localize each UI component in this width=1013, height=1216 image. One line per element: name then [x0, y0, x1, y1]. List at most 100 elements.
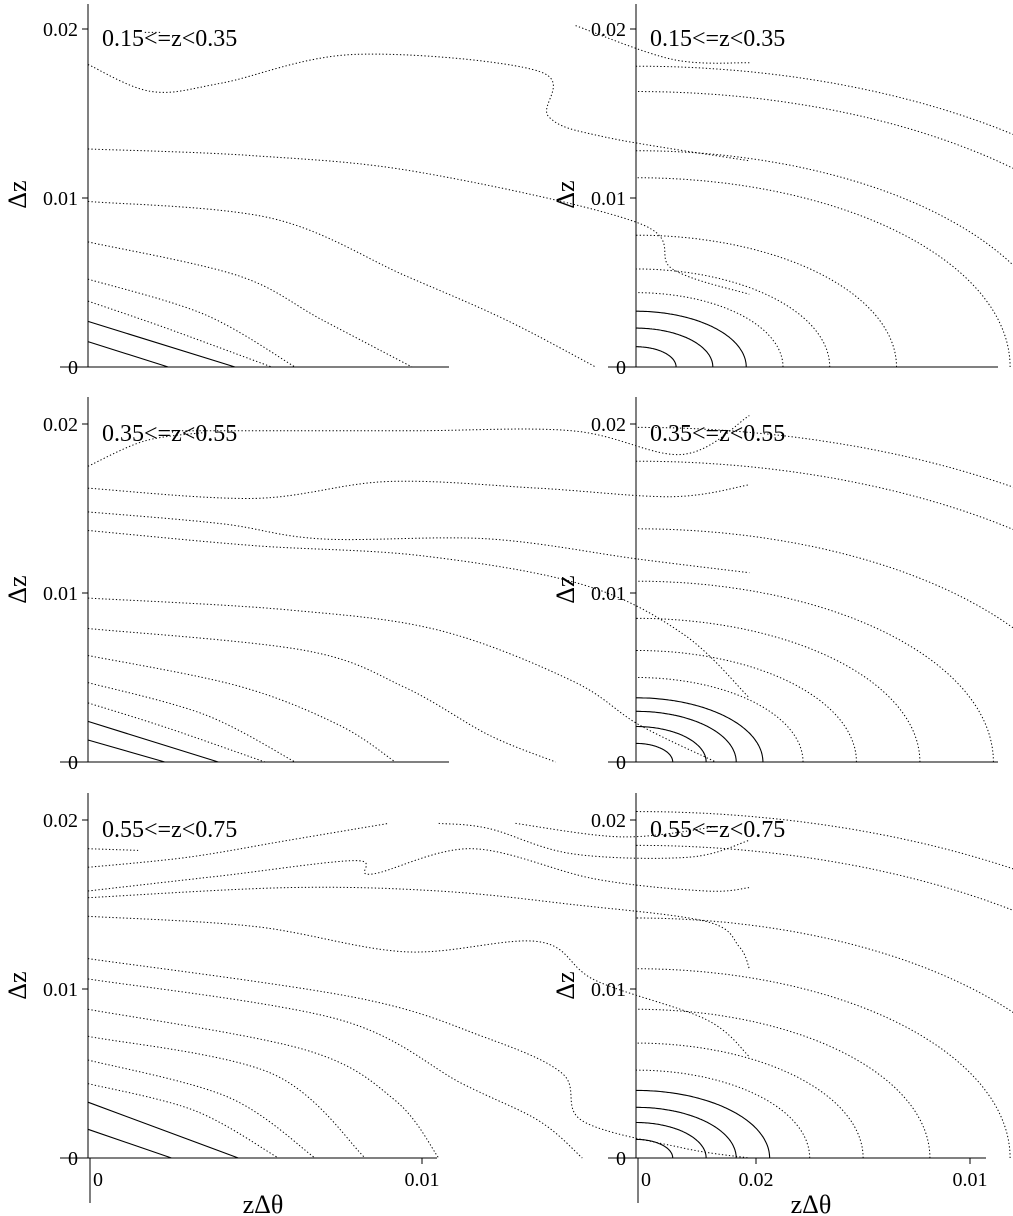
y-tick-label: 0.01: [43, 188, 78, 210]
contour-line: [171, 415, 750, 456]
contour-panel-6: 0 0.01 0.02 0 0.01 0.02 Δz zΔθ 0.55<=z<0.75: [551, 793, 1013, 1216]
contour-line: [635, 811, 1013, 870]
contour-line: [87, 530, 750, 699]
y-tick-label: 0.01: [591, 979, 626, 1001]
contour-line: [636, 742, 674, 762]
contour-panel-4: 0 0.01 0.02 Δz 0.35<=z<0.55: [551, 397, 1013, 774]
contour-line: [87, 682, 296, 763]
contour-line: [438, 822, 750, 859]
y-axis-label: Δz: [3, 575, 32, 603]
contour-line: [87, 1035, 366, 1159]
contour-line: [87, 915, 750, 1057]
contour-panel-2: 0 0.01 0.02 Δz 0.15<=z<0.35: [551, 4, 1013, 379]
y-tick-label: 0.01: [591, 583, 626, 605]
contour-line: [87, 431, 205, 467]
x-tick-label: 0: [93, 1169, 103, 1191]
contour-line: [636, 1138, 674, 1158]
x-tick-label: 0.02: [739, 1169, 774, 1191]
contour-line: [87, 739, 165, 763]
x-tick-label: 0: [641, 1169, 651, 1191]
contour-line: [87, 597, 717, 763]
x-tick-label: 0.01: [953, 1169, 988, 1191]
contour-line: [87, 320, 236, 368]
contour-line: [87, 1128, 172, 1159]
y-tick-label: 0.01: [591, 188, 626, 210]
y-tick-label: 0: [616, 357, 626, 379]
contour-line: [635, 1069, 811, 1159]
contour-line: [635, 177, 1011, 368]
contour-line: [636, 617, 921, 763]
contour-line: [515, 822, 716, 838]
contour-line: [87, 341, 169, 368]
contour-line: [87, 628, 556, 763]
contour-line: [635, 426, 1013, 488]
contour-line: [635, 65, 1013, 135]
redshift-range-annotation: 0.35<=z<0.55: [102, 421, 237, 447]
contour-line: [87, 53, 750, 162]
contour-line: [575, 25, 750, 64]
contour-line: [636, 1121, 707, 1159]
y-axis-label: Δz: [551, 180, 580, 208]
contour-line: [635, 91, 1013, 169]
contour-line: [87, 978, 583, 1159]
y-axis-label: Δz: [3, 180, 32, 208]
contour-line: [635, 968, 1011, 1159]
y-tick-label: 0.02: [591, 19, 626, 41]
x-axis-label: zΔθ: [791, 1190, 832, 1216]
contour-line: [87, 702, 266, 763]
contour-line: [87, 241, 413, 368]
contour-line: [636, 1042, 864, 1159]
contour-panel-5: 0 0.01 0.02 0 0.01 0.02 Δz zΔθ 0.55<=z<0.75: [3, 793, 774, 1216]
contour-line: [87, 1008, 440, 1159]
contour-line: [87, 148, 750, 295]
contour-line: [87, 848, 139, 851]
y-tick-label: 0: [616, 752, 626, 774]
y-tick-label: 0: [68, 357, 78, 379]
y-tick-label: 0.02: [43, 19, 78, 41]
contour-line: [635, 844, 1013, 911]
contour-line: [636, 697, 764, 762]
y-tick-label: 0: [68, 1148, 78, 1170]
contour-line: [87, 1083, 279, 1159]
contour-panel-1: 0 0.01 0.02 Δz 0.15<=z<0.35: [3, 4, 750, 379]
contour-line: [87, 200, 596, 368]
y-axis-label: Δz: [551, 971, 580, 999]
redshift-range-annotation: 0.15<=z<0.35: [102, 26, 237, 52]
x-tick-label: 0.01: [405, 1169, 440, 1191]
contour-line: [87, 480, 750, 499]
redshift-range-annotation: 0.55<=z<0.75: [102, 817, 237, 843]
y-tick-label: 0.02: [591, 810, 626, 832]
redshift-range-annotation: 0.55<=z<0.75: [650, 817, 785, 843]
contour-line: [636, 234, 897, 368]
y-tick-label: 0.01: [43, 583, 78, 605]
contour-line: [636, 725, 707, 763]
contour-line: [635, 150, 1013, 266]
x-axis-label: zΔθ: [243, 1190, 284, 1216]
contour-line: [636, 677, 804, 763]
contour-line: [635, 917, 1013, 1013]
contour-panel-3: 0 0.01 0.02 Δz 0.35<=z<0.55: [3, 397, 750, 774]
y-tick-label: 0.02: [43, 810, 78, 832]
contour-line: [635, 528, 1013, 629]
contour-line: [636, 650, 857, 762]
contour-line: [87, 1059, 316, 1159]
contour-line: [636, 268, 831, 368]
contour-line: [635, 292, 784, 368]
contour-line: [636, 327, 714, 367]
y-axis-label: Δz: [551, 575, 580, 603]
contour-line: [87, 720, 219, 763]
contour-line: [636, 346, 677, 368]
redshift-range-annotation: 0.15<=z<0.35: [650, 26, 785, 52]
contour-line: [636, 580, 994, 763]
y-tick-label: 0: [68, 752, 78, 774]
contour-line: [635, 460, 1013, 530]
contour-line: [636, 1008, 931, 1159]
contour-line: [636, 710, 737, 763]
contour-line: [87, 886, 750, 969]
contour-line: [87, 655, 396, 763]
contour-line: [636, 1106, 737, 1159]
contour-line: [87, 958, 750, 1159]
y-tick-label: 0.01: [43, 979, 78, 1001]
contour-line: [636, 1089, 771, 1158]
